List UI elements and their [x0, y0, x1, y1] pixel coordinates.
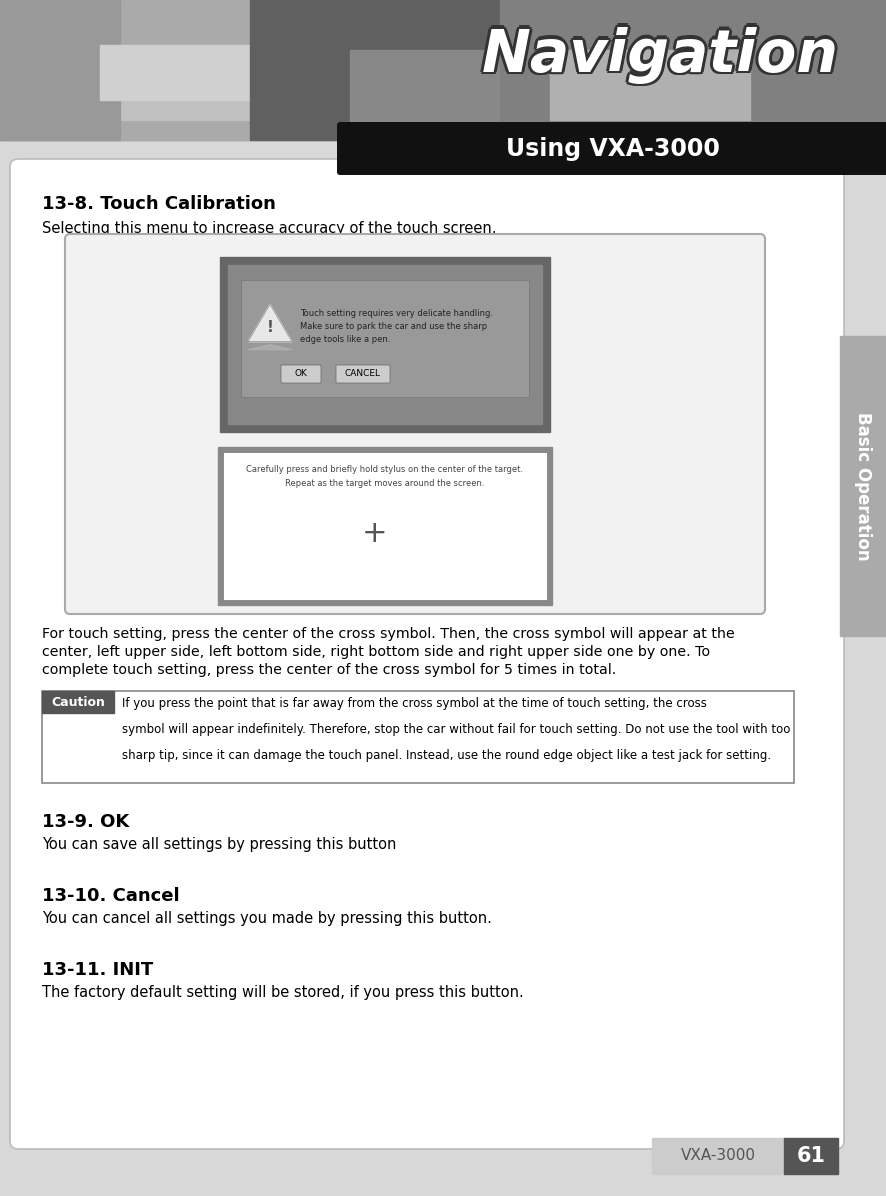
Text: Navigation: Navigation: [479, 29, 836, 85]
FancyBboxPatch shape: [223, 452, 547, 600]
Text: CANCEL: CANCEL: [345, 370, 381, 378]
Text: VXA-3000: VXA-3000: [680, 1148, 756, 1164]
Text: Touch setting requires very delicate handling.: Touch setting requires very delicate han…: [300, 309, 493, 318]
Text: The factory default setting will be stored, if you press this button.: The factory default setting will be stor…: [42, 986, 524, 1000]
Text: +: +: [362, 519, 388, 549]
Text: edge tools like a pen.: edge tools like a pen.: [300, 335, 391, 344]
Text: Basic Operation: Basic Operation: [854, 411, 872, 560]
Bar: [250, 0, 550, 140]
Text: Repeat as the target moves around the screen.: Repeat as the target moves around the sc…: [285, 480, 485, 488]
Bar: [840, 336, 886, 636]
Text: Navigation: Navigation: [478, 26, 835, 84]
Text: complete touch setting, press the center of the cross symbol for 5 times in tota: complete touch setting, press the center…: [42, 663, 617, 677]
Bar: [0, 0, 120, 140]
Bar: [0, 0, 250, 140]
Text: 61: 61: [797, 1146, 826, 1166]
Bar: [550, 50, 750, 120]
FancyBboxPatch shape: [281, 365, 321, 383]
Text: 13-8. Touch Calibration: 13-8. Touch Calibration: [42, 195, 276, 213]
Text: symbol will appear indefinitely. Therefore, stop the car without fail for touch : symbol will appear indefinitely. Therefo…: [122, 724, 790, 736]
FancyBboxPatch shape: [337, 122, 886, 175]
Text: Navigation: Navigation: [479, 24, 836, 81]
Text: Using VXA-3000: Using VXA-3000: [506, 138, 720, 161]
Text: 13-11. INIT: 13-11. INIT: [42, 962, 153, 980]
Text: Navigation: Navigation: [482, 30, 838, 86]
Bar: [228, 266, 542, 425]
Bar: [500, 0, 886, 140]
Bar: [42, 691, 794, 783]
Text: Navigation: Navigation: [485, 26, 842, 84]
Polygon shape: [248, 344, 292, 349]
FancyBboxPatch shape: [65, 234, 765, 614]
FancyBboxPatch shape: [241, 280, 529, 397]
Text: Carefully press and briefly hold stylus on the center of the target.: Carefully press and briefly hold stylus …: [246, 465, 524, 474]
Text: 13-10. Cancel: 13-10. Cancel: [42, 887, 180, 905]
Text: You can save all settings by pressing this button: You can save all settings by pressing th…: [42, 837, 396, 852]
Text: If you press the point that is far away from the cross symbol at the time of tou: If you press the point that is far away …: [122, 697, 707, 710]
Text: Make sure to park the car and use the sharp: Make sure to park the car and use the sh…: [300, 322, 487, 331]
FancyBboxPatch shape: [336, 365, 390, 383]
Text: Navigation: Navigation: [482, 24, 838, 80]
Polygon shape: [248, 304, 292, 342]
Bar: [0, 0, 886, 140]
Bar: [784, 1139, 838, 1174]
Text: Navigation: Navigation: [484, 24, 841, 81]
Text: Caution: Caution: [51, 696, 105, 708]
Text: !: !: [267, 321, 274, 336]
Bar: [42, 691, 114, 713]
Bar: [218, 447, 552, 605]
Text: Navigation: Navigation: [482, 26, 838, 84]
Text: You can cancel all settings you made by pressing this button.: You can cancel all settings you made by …: [42, 911, 492, 926]
FancyBboxPatch shape: [10, 159, 844, 1149]
Bar: [350, 50, 500, 130]
Bar: [652, 1139, 784, 1174]
Text: Navigation: Navigation: [484, 29, 841, 85]
Text: Selecting this menu to increase accuracy of the touch screen.: Selecting this menu to increase accuracy…: [42, 221, 496, 236]
Bar: [100, 45, 250, 100]
Text: center, left upper side, left bottom side, right bottom side and right upper sid: center, left upper side, left bottom sid…: [42, 645, 710, 659]
Text: 13-9. OK: 13-9. OK: [42, 813, 129, 831]
Bar: [220, 257, 550, 432]
Text: OK: OK: [294, 370, 307, 378]
Bar: [50, 60, 250, 120]
Text: For touch setting, press the center of the cross symbol. Then, the cross symbol : For touch setting, press the center of t…: [42, 627, 734, 641]
Text: sharp tip, since it can damage the touch panel. Instead, use the round edge obje: sharp tip, since it can damage the touch…: [122, 749, 771, 762]
